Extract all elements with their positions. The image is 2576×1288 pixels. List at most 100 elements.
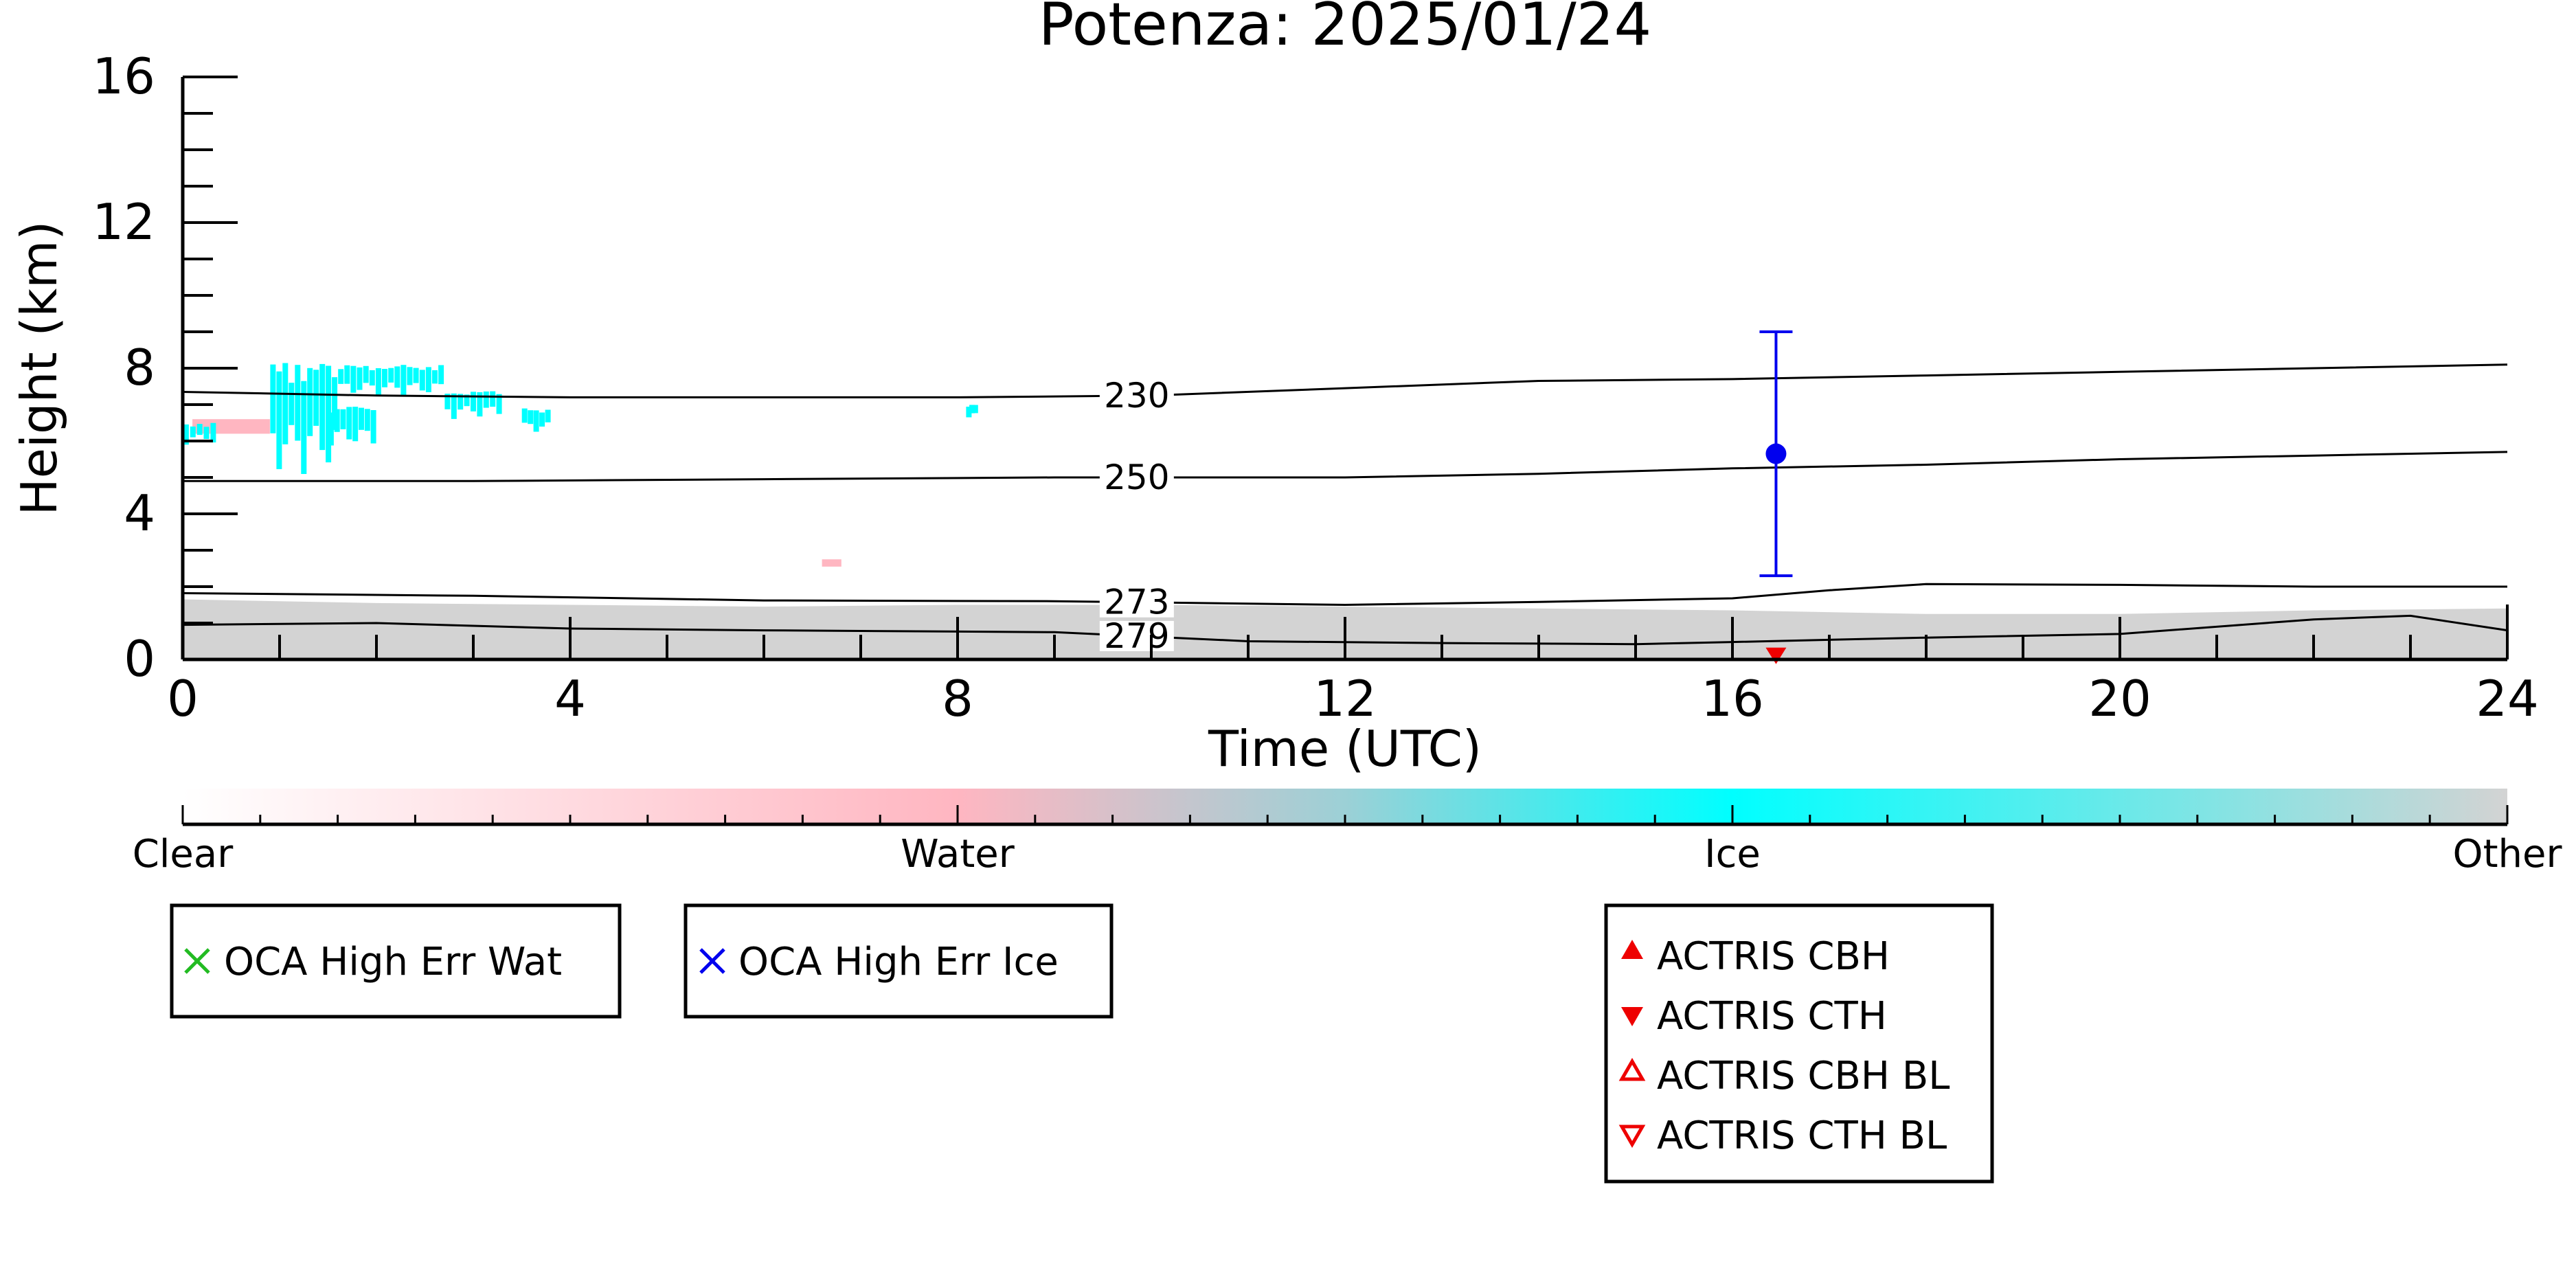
ice-cloud-column xyxy=(388,368,394,383)
ice-cloud-column xyxy=(533,410,539,432)
ice-cloud-column xyxy=(419,370,425,391)
legend-label: ACTRIS CBH BL xyxy=(1657,1054,1950,1098)
triangle-up-icon xyxy=(1621,940,1643,959)
ice-cloud-column xyxy=(307,368,313,436)
triangle-up-open-icon xyxy=(1618,1057,1646,1081)
isotherm-label-bg xyxy=(1099,620,1174,651)
ice-cloud-column xyxy=(432,370,438,384)
ice-cloud-column xyxy=(332,377,338,430)
ice-cloud-column xyxy=(282,363,289,444)
ice-cloud-column xyxy=(364,409,370,431)
ice-cloud-column xyxy=(344,365,350,384)
ice-cloud-column xyxy=(338,369,344,384)
ice-cloud-column xyxy=(477,392,483,417)
x-tick-label: 24 xyxy=(2476,670,2539,727)
ice-cloud-column xyxy=(301,381,307,474)
ice-cloud-column xyxy=(370,410,376,444)
x-marker-icon xyxy=(184,948,210,974)
ice-cloud-column xyxy=(340,409,346,429)
ice-cloud-column xyxy=(346,407,352,440)
ice-cloud-column xyxy=(210,422,216,443)
x-tick-label: 12 xyxy=(1313,670,1377,727)
ice-cloud-column xyxy=(394,366,400,388)
ice-cloud-column xyxy=(451,393,457,419)
ice-cloud-column xyxy=(969,405,975,414)
isotherm-label: 250 xyxy=(1104,457,1169,497)
y-tick-label: 0 xyxy=(124,630,155,688)
isotherm-label-bg xyxy=(1099,587,1174,618)
legend-label: OCA High Err Ice xyxy=(738,940,1059,984)
ice-cloud-column xyxy=(352,407,359,442)
ice-cloud-column xyxy=(196,424,203,436)
x-tick-label: 20 xyxy=(2088,670,2151,727)
ice-cloud-column xyxy=(319,363,326,451)
ice-cloud-column xyxy=(183,424,189,445)
ice-cloud-column xyxy=(203,427,210,439)
legend-actris: ACTRIS CBH ACTRIS CTH ACTRIS CBH BL ACTR… xyxy=(1604,903,1994,1184)
ice-cloud-column xyxy=(444,394,451,409)
legend-label: OCA High Err Wat xyxy=(224,940,562,984)
isotherm-label-bg xyxy=(1099,462,1174,493)
ice-cloud-column xyxy=(375,368,381,396)
y-tick-label: 12 xyxy=(92,193,155,251)
ice-cloud-column xyxy=(400,365,407,396)
isotherm-label: 230 xyxy=(1104,376,1169,416)
ice-cloud-column xyxy=(972,405,978,414)
triangle-down-icon xyxy=(1621,1007,1643,1026)
x-tick-label: 16 xyxy=(1701,670,1764,727)
legend-box xyxy=(1604,903,1994,1184)
ice-cloud-column xyxy=(545,409,551,422)
ice-cloud-column xyxy=(334,409,340,432)
legend-label: ACTRIS CBH xyxy=(1657,934,1890,979)
ice-cloud-column xyxy=(363,365,369,383)
retrieval-markers xyxy=(1759,330,1793,664)
colorbar-label-ice: Ice xyxy=(1704,832,1761,877)
ice-cloud-column xyxy=(190,426,196,438)
plot-area xyxy=(183,363,2507,659)
oca-ice-point xyxy=(1765,443,1787,464)
isotherm-label: 279 xyxy=(1104,616,1169,656)
y-tick-label: 16 xyxy=(92,47,155,105)
ice-cloud-column xyxy=(966,407,972,418)
y-tick-label: 4 xyxy=(124,484,155,542)
chart-title: Potenza: 2025/01/24 xyxy=(1039,0,1651,59)
x-axis-label: Time (UTC) xyxy=(1208,720,1482,778)
ice-cloud-column xyxy=(276,371,282,469)
legend-box xyxy=(170,903,622,1019)
ice-cloud-column xyxy=(407,367,413,385)
isotherm-label: 273 xyxy=(1104,583,1169,622)
ice-cloud-column xyxy=(471,392,476,411)
colorbar-label-water: Water xyxy=(901,832,1015,877)
isotherm-line xyxy=(182,363,2508,398)
ice-cloud-column xyxy=(539,412,545,427)
isotherm-line xyxy=(183,451,2508,482)
isotherm-label-bg xyxy=(1099,380,1174,411)
ice-cloud-column xyxy=(438,365,444,385)
isotherm-line xyxy=(182,583,2507,607)
legend-oca-water: OCA High Err Wat xyxy=(170,903,622,1019)
axis-ticks: 0 4 8 12 16 0 4 8 12 16 20 24 xyxy=(92,47,2538,727)
ice-cloud-column xyxy=(313,370,319,426)
x-tick-label: 4 xyxy=(554,670,586,727)
ice-cloud-column xyxy=(369,370,375,386)
ice-cloud-column xyxy=(289,383,295,425)
legend-oca-ice: OCA High Err Ice xyxy=(683,903,1114,1019)
ice-cloud-column xyxy=(425,367,431,392)
legend-label: ACTRIS CTH BL xyxy=(1657,1114,1947,1158)
ice-cloud-column xyxy=(413,368,419,383)
triangle-down-open-icon xyxy=(1618,1125,1646,1149)
x-tick-label: 0 xyxy=(167,670,199,727)
water-cloud xyxy=(822,559,841,567)
ice-cloud-column xyxy=(328,412,334,446)
classification-colorbar: Clear Water Ice Other xyxy=(133,789,2562,877)
colorbar-label-other: Other xyxy=(2452,832,2562,877)
x-tick-label: 8 xyxy=(942,670,973,727)
colorbar-label-clear: Clear xyxy=(133,832,234,877)
ice-cloud-column xyxy=(457,394,464,410)
ice-cloud-column xyxy=(528,410,534,425)
plot-axes xyxy=(181,77,2509,662)
legend-box xyxy=(683,903,1114,1019)
colorbar-ticks xyxy=(181,805,2509,824)
y-axis-label: Height (km) xyxy=(10,221,68,516)
